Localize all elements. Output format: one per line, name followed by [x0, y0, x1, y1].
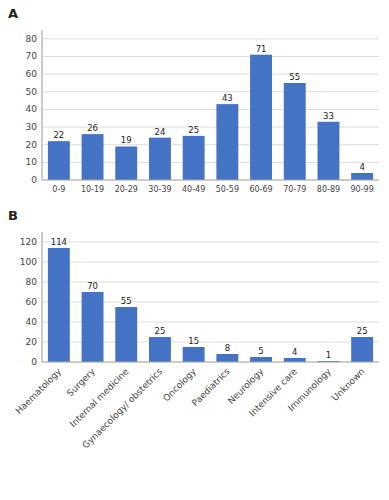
data-label: 55	[289, 72, 300, 82]
panel: A 0 10 20 30 40 50 60 70 80 22 26 19 24 25 43 71 55 33 4 0-9…	[8, 6, 379, 194]
grid-line	[42, 109, 379, 110]
bar	[216, 354, 238, 362]
x-tick-label: Gynaecology/ obstetrics	[80, 366, 164, 450]
data-label: 4	[292, 347, 297, 357]
y-tick-label: 60	[26, 69, 38, 79]
y-tick-label: 70	[26, 51, 38, 61]
x-tick-label: 20-29	[115, 185, 138, 194]
bar	[82, 292, 104, 362]
data-label: 43	[222, 93, 233, 103]
panel: B 0 20 40 60 80 100 120 114 70 55 25 15 8 5 4 1 25 Haemato…	[8, 208, 379, 450]
grid-line	[42, 91, 379, 92]
x-axis-line	[42, 362, 379, 363]
panel-label: A	[8, 6, 18, 21]
data-label: 24	[155, 127, 166, 137]
bar	[250, 357, 272, 362]
grid-line	[42, 38, 379, 39]
grid-line	[42, 362, 379, 363]
x-tick-label: 80-89	[317, 185, 340, 194]
grid-line	[42, 180, 379, 181]
data-label: 5	[258, 346, 263, 356]
y-tick-label: 40	[26, 317, 38, 327]
x-tick-label: 40-49	[182, 185, 205, 194]
x-tick-label: Paediatrics	[190, 366, 232, 408]
x-tick-label: Surgery	[65, 366, 97, 398]
y-tick-label: 10	[26, 157, 38, 167]
bar	[284, 358, 306, 362]
data-label: 25	[188, 125, 199, 135]
y-tick-label: 20	[26, 140, 38, 150]
x-tick-label: 60-69	[249, 185, 272, 194]
data-label: 33	[323, 111, 334, 121]
bar	[250, 55, 272, 180]
bars	[48, 55, 373, 180]
data-label: 8	[225, 343, 230, 353]
bar	[48, 248, 70, 362]
x-tick-label: 50-59	[216, 185, 239, 194]
x-tick-label: 0-9	[52, 185, 65, 194]
panel-label: B	[8, 208, 18, 223]
y-tick-label: 0	[31, 357, 37, 367]
data-label: 1	[326, 350, 331, 360]
y-tick-label: 60	[26, 297, 38, 307]
data-label: 114	[51, 237, 67, 247]
y-axis-line	[42, 232, 43, 362]
y-tick-label: 50	[26, 87, 38, 97]
x-tick-label: 30-39	[148, 185, 171, 194]
data-label: 25	[155, 326, 166, 336]
bar	[149, 138, 171, 180]
data-label: 22	[53, 130, 64, 140]
grid-line	[42, 74, 379, 75]
x-tick-label: 10-19	[81, 185, 104, 194]
bar	[82, 134, 104, 180]
x-tick-label: 90-99	[351, 185, 374, 194]
y-axis-line	[42, 30, 43, 180]
grid-line	[42, 242, 379, 243]
bar	[351, 173, 373, 180]
grid-line	[42, 56, 379, 57]
bar	[48, 141, 70, 180]
data-label: 4	[359, 162, 364, 172]
data-label: 19	[121, 135, 132, 145]
y-tick-label: 0	[31, 175, 37, 185]
bar	[317, 122, 339, 180]
data-label: 55	[121, 296, 132, 306]
bar	[115, 146, 137, 180]
y-tick-label: 30	[26, 122, 38, 132]
bar	[351, 337, 373, 362]
grid-line	[42, 262, 379, 263]
y-tick-label: 120	[20, 237, 37, 247]
bar	[115, 307, 137, 362]
data-label: 70	[87, 281, 98, 291]
x-tick-label: Internal medicine	[68, 366, 131, 429]
data-label: 71	[256, 44, 267, 54]
x-tick-label: 70-79	[283, 185, 306, 194]
y-tick-label: 80	[26, 34, 38, 44]
y-tick-label: 100	[20, 257, 37, 267]
data-label: 25	[357, 326, 368, 336]
x-tick-label: Haematology	[14, 366, 64, 416]
bar	[183, 136, 205, 180]
y-tick-label: 80	[26, 277, 38, 287]
data-label: 15	[188, 336, 199, 346]
data-label: 26	[87, 123, 98, 133]
y-tick-label: 20	[26, 337, 38, 347]
x-tick-label: Immunology	[286, 366, 333, 413]
bar	[284, 83, 306, 180]
bar	[183, 347, 205, 362]
bar	[216, 104, 238, 180]
bar	[149, 337, 171, 362]
bars	[48, 248, 373, 362]
x-tick-label: Unknown	[330, 366, 367, 403]
x-axis-line	[42, 180, 379, 181]
chart: A0102030405060708022261924254371553340-9…	[0, 0, 389, 500]
y-tick-label: 40	[26, 104, 38, 114]
